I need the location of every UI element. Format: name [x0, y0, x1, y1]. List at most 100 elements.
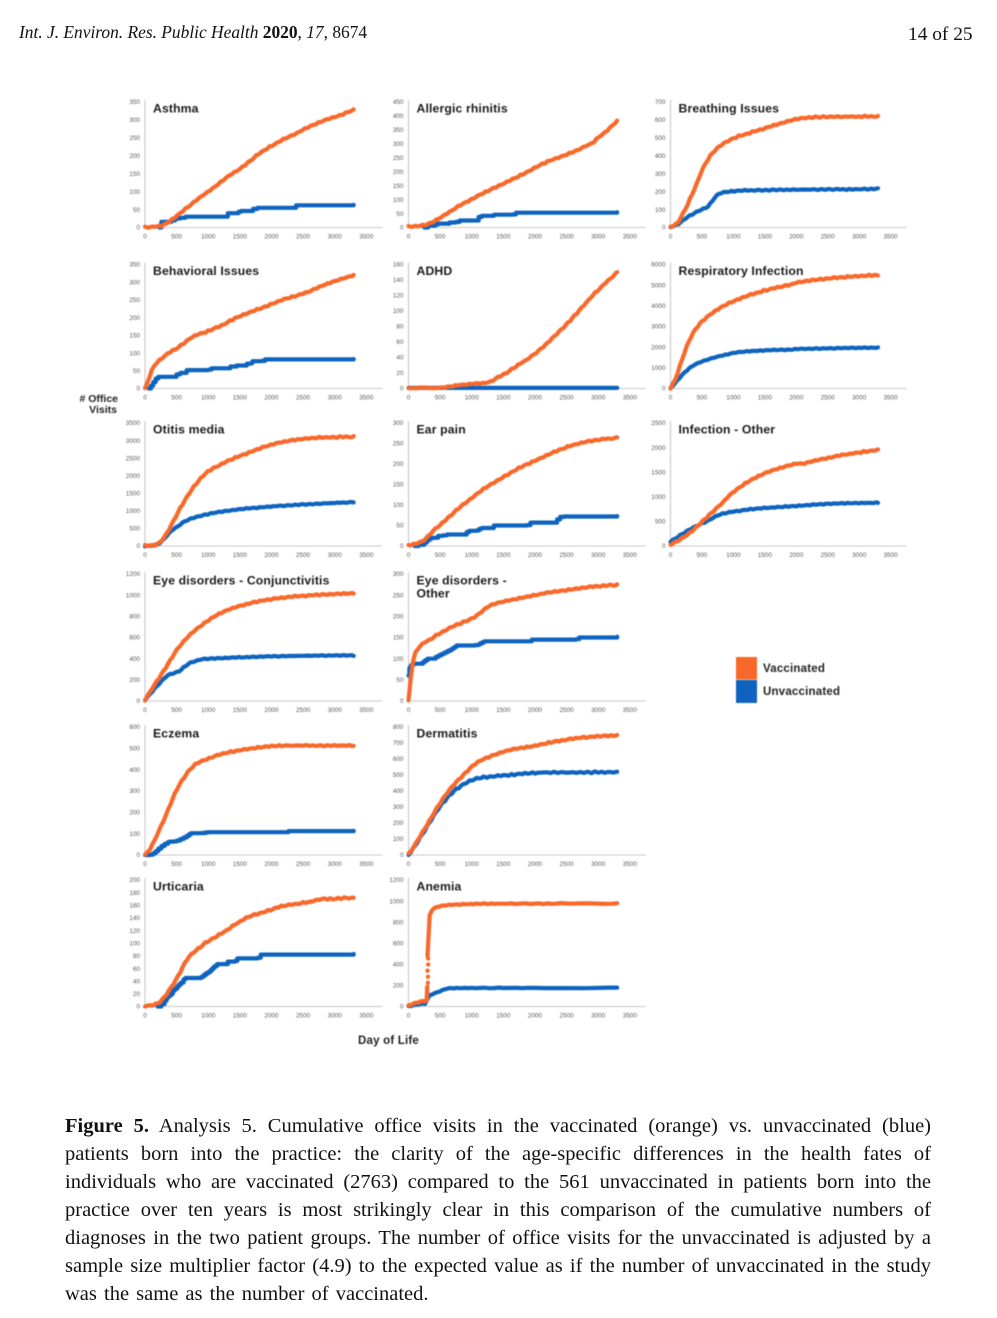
svg-text:100: 100: [655, 207, 666, 214]
svg-text:1000: 1000: [726, 552, 741, 559]
svg-text:2000: 2000: [789, 395, 804, 402]
svg-text:400: 400: [393, 113, 404, 120]
svg-text:Dermatitis: Dermatitis: [417, 727, 478, 741]
svg-text:Infection - Other: Infection - Other: [679, 423, 776, 437]
svg-text:2000: 2000: [264, 707, 279, 714]
svg-text:700: 700: [393, 740, 404, 747]
svg-text:800: 800: [129, 614, 140, 621]
svg-text:4000: 4000: [651, 303, 666, 310]
svg-text:1000: 1000: [465, 234, 480, 241]
svg-text:1000: 1000: [201, 1013, 216, 1020]
svg-text:40: 40: [396, 355, 404, 362]
svg-text:300: 300: [655, 171, 666, 178]
svg-text:2000: 2000: [264, 1013, 279, 1020]
svg-text:600: 600: [129, 635, 140, 642]
svg-text:1200: 1200: [126, 571, 141, 578]
svg-text:60: 60: [396, 339, 404, 346]
svg-text:6000: 6000: [651, 262, 666, 269]
svg-text:3500: 3500: [359, 234, 374, 241]
svg-text:2500: 2500: [296, 234, 311, 241]
svg-text:160: 160: [393, 262, 404, 269]
svg-text:350: 350: [393, 127, 404, 134]
svg-text:2000: 2000: [789, 234, 804, 241]
svg-text:300: 300: [393, 420, 404, 427]
svg-text:3000: 3000: [591, 234, 606, 241]
svg-text:2500: 2500: [296, 395, 311, 402]
svg-text:0: 0: [407, 552, 411, 559]
svg-text:120: 120: [393, 293, 404, 300]
svg-text:Respiratory Infection: Respiratory Infection: [679, 264, 804, 278]
svg-text:1000: 1000: [726, 395, 741, 402]
svg-text:1000: 1000: [465, 707, 480, 714]
svg-text:0: 0: [407, 395, 411, 402]
svg-text:500: 500: [435, 1013, 446, 1020]
svg-text:2500: 2500: [651, 420, 666, 427]
svg-text:0: 0: [407, 861, 411, 868]
svg-text:300: 300: [393, 804, 404, 811]
svg-text:1500: 1500: [496, 552, 511, 559]
svg-text:Eye disorders - Conjunctivitis: Eye disorders - Conjunctivitis: [153, 574, 330, 588]
svg-text:200: 200: [655, 189, 666, 196]
svg-text:0: 0: [136, 386, 140, 393]
svg-text:3000: 3000: [328, 395, 343, 402]
svg-text:400: 400: [129, 767, 140, 774]
svg-text:1500: 1500: [233, 395, 248, 402]
svg-text:500: 500: [129, 526, 140, 533]
svg-text:300: 300: [393, 141, 404, 148]
svg-text:500: 500: [697, 552, 708, 559]
svg-text:200: 200: [129, 153, 140, 160]
svg-text:150: 150: [393, 183, 404, 190]
svg-text:1500: 1500: [126, 491, 141, 498]
svg-text:3000: 3000: [852, 234, 867, 241]
svg-text:500: 500: [697, 234, 708, 241]
svg-text:0: 0: [407, 707, 411, 714]
svg-text:100: 100: [393, 308, 404, 315]
svg-text:0: 0: [662, 225, 666, 232]
svg-text:0: 0: [407, 1013, 411, 1020]
svg-text:1000: 1000: [465, 395, 480, 402]
svg-text:3500: 3500: [623, 861, 638, 868]
svg-text:3000: 3000: [852, 552, 867, 559]
svg-text:1000: 1000: [389, 898, 404, 905]
svg-text:2000: 2000: [264, 552, 279, 559]
svg-text:0: 0: [143, 707, 147, 714]
svg-text:3000: 3000: [591, 1013, 606, 1020]
svg-text:3000: 3000: [651, 324, 666, 331]
svg-text:2000: 2000: [651, 445, 666, 452]
svg-text:3000: 3000: [328, 234, 343, 241]
svg-text:500: 500: [171, 861, 182, 868]
svg-text:2000: 2000: [528, 552, 543, 559]
svg-text:250: 250: [393, 592, 404, 599]
svg-text:0: 0: [143, 395, 147, 402]
svg-text:400: 400: [655, 153, 666, 160]
svg-text:100: 100: [393, 502, 404, 509]
svg-text:3000: 3000: [591, 552, 606, 559]
svg-text:Urticaria: Urticaria: [153, 880, 204, 894]
svg-text:500: 500: [171, 234, 182, 241]
svg-text:600: 600: [393, 941, 404, 948]
svg-text:Breathing Issues: Breathing Issues: [679, 102, 780, 116]
svg-text:800: 800: [393, 724, 404, 731]
svg-text:50: 50: [133, 368, 141, 375]
svg-text:Anemia: Anemia: [417, 880, 462, 894]
svg-text:500: 500: [435, 861, 446, 868]
svg-text:50: 50: [133, 207, 141, 214]
svg-text:3500: 3500: [359, 552, 374, 559]
svg-text:150: 150: [393, 635, 404, 642]
svg-text:700: 700: [655, 99, 666, 106]
svg-text:2500: 2500: [559, 707, 574, 714]
svg-text:200: 200: [393, 169, 404, 176]
svg-text:0: 0: [136, 225, 140, 232]
svg-text:0: 0: [400, 1004, 404, 1011]
svg-text:200: 200: [393, 983, 404, 990]
svg-text:1000: 1000: [201, 234, 216, 241]
svg-text:300: 300: [129, 117, 140, 124]
svg-text:400: 400: [393, 788, 404, 795]
svg-text:0: 0: [136, 543, 140, 550]
svg-text:1500: 1500: [233, 552, 248, 559]
svg-text:3500: 3500: [623, 1013, 638, 1020]
svg-text:3500: 3500: [883, 234, 898, 241]
svg-text:250: 250: [393, 441, 404, 448]
svg-text:1000: 1000: [465, 552, 480, 559]
svg-text:2500: 2500: [559, 234, 574, 241]
